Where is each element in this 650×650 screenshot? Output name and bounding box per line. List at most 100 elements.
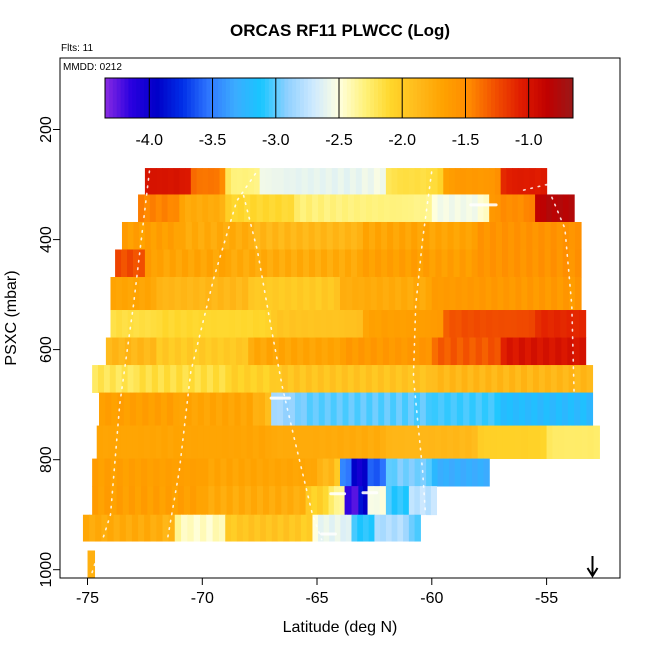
heatmap-cell	[110, 310, 117, 338]
heatmap-cell	[440, 425, 448, 459]
heatmap-cell	[397, 514, 404, 542]
heatmap-cell	[111, 392, 119, 426]
heatmap-cell	[431, 277, 439, 311]
colorbar-swatch	[385, 78, 391, 118]
heatmap-cell	[368, 514, 376, 542]
heatmap-cell	[473, 310, 481, 338]
heatmap-cell	[246, 392, 254, 426]
latitude-arrow-marker	[586, 556, 599, 578]
colorbar-swatch	[350, 78, 356, 118]
heatmap-cell	[431, 458, 439, 487]
heatmap-cell	[167, 221, 175, 250]
heatmap-cell	[222, 310, 230, 338]
heatmap-cell	[147, 458, 154, 487]
heatmap-cell	[512, 168, 519, 195]
heatmap-cell	[438, 392, 445, 426]
heatmap-cell	[183, 458, 191, 487]
heatmap-cell	[112, 337, 120, 366]
chart-title: ORCAS RF11 PLWCC (Log)	[230, 21, 450, 40]
heatmap-cell	[244, 194, 251, 223]
heatmap-cell	[540, 425, 548, 459]
heatmap-cell	[566, 310, 574, 338]
heatmap-cell	[357, 514, 364, 542]
heatmap-cell	[196, 458, 203, 487]
colorbar-swatch	[366, 78, 371, 118]
heatmap-cell	[174, 514, 182, 542]
heatmap-cell	[351, 486, 359, 516]
heatmap-cell	[403, 486, 410, 516]
heatmap-cell	[431, 337, 439, 366]
heatmap-cell	[186, 337, 194, 366]
heatmap-cell	[426, 458, 433, 487]
colorbar-swatch	[549, 78, 554, 118]
heatmap-cell	[413, 365, 421, 393]
heatmap-cell	[311, 458, 318, 487]
heatmap-cell	[379, 486, 387, 516]
heatmap-cell	[145, 365, 153, 393]
heatmap-cell	[314, 221, 322, 250]
heatmap-cell	[202, 194, 209, 223]
heatmap-cell	[302, 221, 310, 250]
heatmap-cell	[403, 168, 410, 195]
heatmap-cell	[515, 365, 522, 393]
heatmap-cell	[295, 310, 303, 338]
colorbar-tick-label: -4.0	[136, 132, 164, 149]
heatmap-cell	[317, 365, 325, 393]
heatmap-cell	[401, 337, 408, 366]
heatmap-cell	[121, 365, 129, 393]
heatmap-cell	[550, 221, 558, 250]
heatmap-cell	[325, 425, 333, 459]
heatmap-cell	[121, 310, 129, 338]
heatmap-cell	[307, 168, 315, 195]
heatmap-cell	[413, 194, 421, 223]
colorbar-swatch	[257, 78, 262, 118]
heatmap-cell	[503, 365, 510, 393]
heatmap-cell	[226, 486, 234, 516]
heatmap-cell	[139, 221, 146, 250]
heatmap-cell	[555, 392, 563, 426]
heatmap-cell	[417, 221, 424, 250]
heatmap-cell	[129, 392, 137, 426]
heatmap-cell	[570, 425, 577, 459]
heatmap-cell	[281, 194, 289, 223]
heatmap-cell	[143, 425, 151, 459]
heatmap-cell	[179, 168, 186, 195]
heatmap-cell	[473, 277, 481, 311]
heatmap-cell	[105, 392, 112, 426]
heatmap-cell	[161, 425, 169, 459]
heatmap-cell	[408, 168, 416, 195]
heatmap-cell	[98, 458, 105, 487]
colorbar-swatch	[315, 78, 320, 118]
heatmap-cell	[467, 277, 475, 311]
heatmap-cell	[506, 392, 514, 426]
heatmap-cell	[344, 486, 353, 516]
heatmap-cell	[262, 194, 270, 223]
heatmap-cell	[275, 486, 282, 516]
heatmap-cell	[339, 486, 346, 516]
heatmap-cell	[403, 458, 410, 487]
heatmap-cell	[537, 392, 545, 426]
heatmap-cell	[244, 486, 252, 516]
heatmap-cell	[561, 337, 568, 366]
heatmap-cell	[326, 221, 334, 250]
heatmap-cell	[297, 277, 304, 311]
heatmap-cell	[494, 392, 502, 426]
heatmap-cell	[265, 310, 272, 338]
heatmap-cell	[515, 277, 522, 311]
heatmap-cell	[356, 310, 364, 338]
colorbar-swatch	[292, 78, 297, 118]
heatmap-cell	[321, 337, 329, 366]
heatmap-cell	[232, 458, 240, 487]
heatmap-cell	[389, 365, 397, 393]
heatmap-cell	[194, 249, 202, 278]
heatmap-cell	[271, 168, 279, 195]
heatmap-cell	[318, 514, 325, 542]
heatmap-cell	[134, 486, 142, 516]
heatmap-cell	[466, 168, 473, 195]
heatmap-cell	[477, 249, 485, 278]
heatmap-cell	[489, 194, 496, 223]
heatmap-cell	[185, 221, 193, 250]
heatmap-cell	[399, 221, 406, 250]
heatmap-cell	[579, 337, 587, 366]
heatmap-cell	[185, 168, 192, 195]
